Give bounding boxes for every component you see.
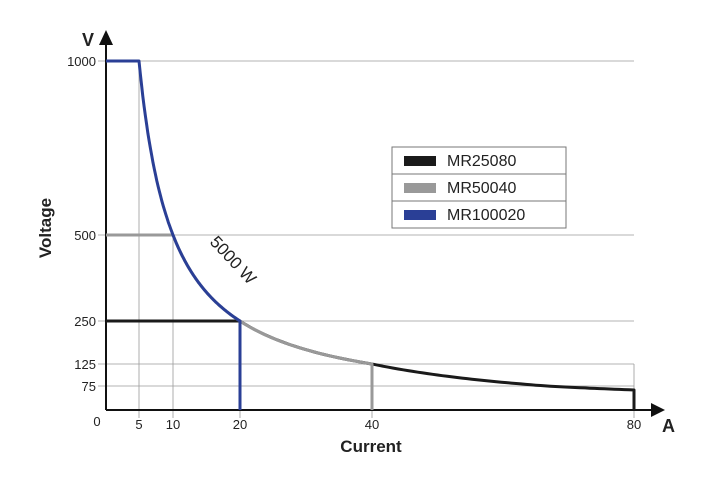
y-tick-label-250: 250	[74, 314, 96, 329]
legend-label-MR25080: MR25080	[447, 153, 516, 170]
y-axis-title: Voltage	[36, 198, 55, 258]
power-limit-annotation: 5000 W	[206, 232, 260, 288]
x-tick-label-20: 20	[233, 417, 247, 432]
x-tick-label-5: 5	[135, 417, 142, 432]
x-tick-label-40: 40	[365, 417, 379, 432]
y-tick-label-75: 75	[82, 379, 96, 394]
legend-swatch-MR50040	[404, 183, 436, 193]
series-curves	[106, 59, 636, 410]
series-line-MR100020	[106, 59, 242, 410]
legend-label-MR50040: MR50040	[447, 180, 516, 197]
x-tick-label-0: 0	[93, 414, 100, 429]
axes: V A Current Voltage	[36, 30, 675, 456]
y-tick-label-1000: 1000	[67, 54, 96, 69]
y-tick-label-500: 500	[74, 228, 96, 243]
legend-label-MR100020: MR100020	[447, 207, 525, 224]
y-axis-arrow	[99, 30, 113, 45]
legend-swatch-MR25080	[404, 156, 436, 166]
y-axis-unit: V	[82, 30, 94, 50]
series-line-MR25080	[106, 319, 636, 410]
x-axis-unit: A	[662, 416, 675, 436]
x-axis-arrow	[651, 403, 665, 417]
x-tick-label-10: 10	[166, 417, 180, 432]
y-tick-label-125: 125	[74, 357, 96, 372]
x-tick-label-80: 80	[627, 417, 641, 432]
tick-labels: 75 125 250 500 1000 0 5 10 20 40 80	[67, 54, 641, 432]
legend-swatch-MR100020	[404, 210, 436, 220]
legend: MR25080 MR50040 MR100020	[391, 146, 567, 229]
x-axis-title: Current	[340, 437, 402, 456]
